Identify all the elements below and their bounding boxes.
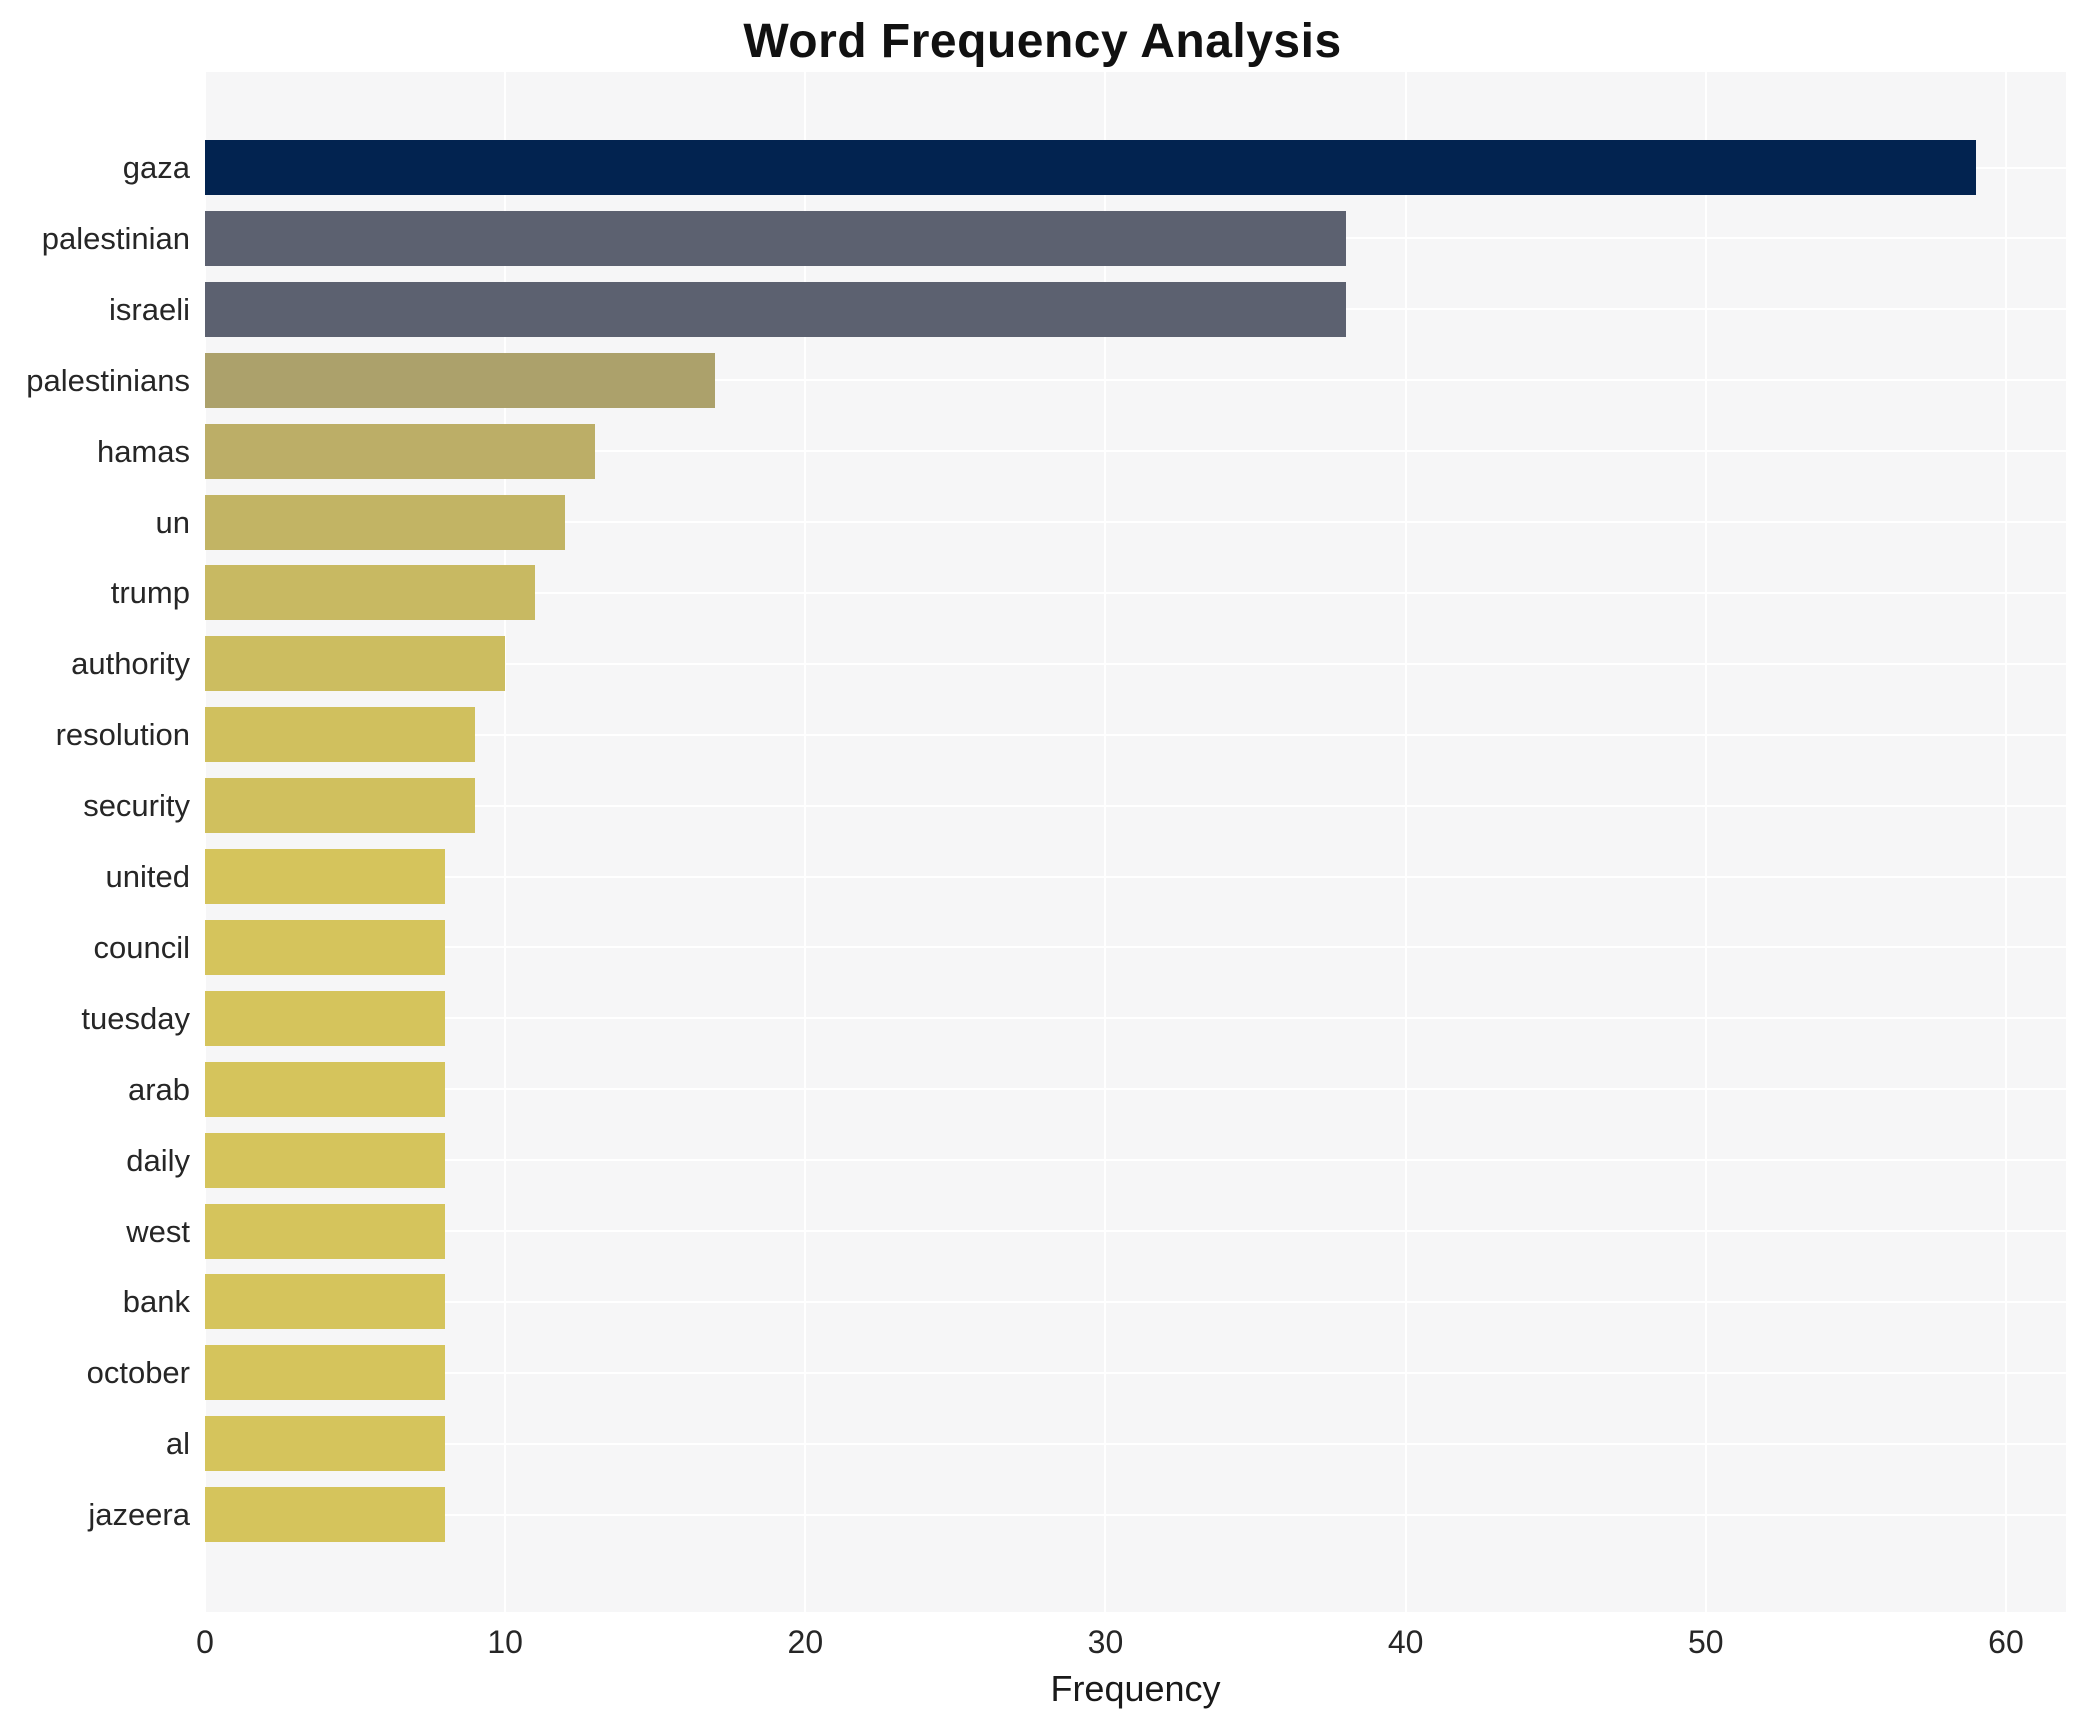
bar-palestinian [205,210,1346,266]
bar-palestinians [205,352,716,408]
bar-gaza [205,140,1976,195]
bar-tuesday [205,990,446,1046]
bar-authority [205,636,506,692]
vertical-gridline [804,72,807,1612]
x-tick-label-30: 30 [1087,1624,1124,1660]
horizontal-gridline [205,521,2066,523]
y-tick-label-october: october [86,1355,190,1391]
vertical-gridline [1704,72,1707,1612]
bar-un [205,494,566,550]
vertical-gridline [504,72,507,1612]
bar-arab [205,1061,446,1117]
x-axis-label: Frequency [1050,1668,1221,1709]
bar-al [205,1416,446,1472]
y-tick-label-tuesday: tuesday [81,1000,190,1036]
x-tick-label-20: 20 [787,1624,824,1660]
horizontal-gridline [205,1230,2066,1232]
y-tick-label-security: security [83,788,190,824]
bar-united [205,849,446,904]
bar-security [205,778,476,834]
horizontal-gridline [205,379,2066,382]
y-tick-label-trump: trump [110,575,190,611]
horizontal-gridline [205,450,2066,453]
bar-council [205,919,446,975]
bar-jazeera [205,1487,446,1543]
bar-israeli [205,281,1346,337]
horizontal-gridline [205,1513,2066,1516]
vertical-gridline [1104,72,1107,1612]
x-tick-label-0: 0 [196,1624,214,1660]
horizontal-gridline [205,662,2066,665]
y-tick-label-hamas: hamas [96,433,190,469]
horizontal-gridline [205,733,2066,736]
bar-west [205,1203,446,1259]
y-tick-label-west: west [126,1213,190,1249]
y-tick-label-al: al [165,1426,190,1462]
chart-title: Word Frequency Analysis [743,15,1342,68]
y-tick-label-daily: daily [126,1142,190,1178]
x-tick-label-10: 10 [487,1624,523,1660]
bar-resolution [205,707,476,763]
x-tick-label-40: 40 [1387,1624,1424,1660]
y-tick-label-un: un [155,504,190,540]
x-tick-label-60: 60 [1988,1624,2024,1660]
y-tick-label-bank: bank [122,1284,190,1320]
y-tick-label-palestinians: palestinians [26,362,190,398]
horizontal-gridline [205,875,2066,878]
vertical-gridline [1404,72,1407,1612]
bar-trump [205,565,536,621]
horizontal-gridline [205,804,2066,807]
bar-bank [205,1274,446,1330]
horizontal-gridline [205,1017,2066,1020]
bar-october [205,1345,446,1401]
y-tick-label-authority: authority [71,646,190,682]
horizontal-gridline [205,1088,2066,1091]
y-tick-label-jazeera: jazeera [88,1497,190,1533]
x-tick-label-50: 50 [1688,1624,1724,1660]
horizontal-gridline [205,1442,2066,1445]
y-tick-label-resolution: resolution [55,717,190,753]
y-tick-label-palestinian: palestinian [41,220,190,256]
y-tick-label-israeli: israeli [109,291,190,327]
vertical-gridline [2004,72,2007,1612]
y-tick-label-arab: arab [127,1071,190,1107]
horizontal-gridline [205,591,2066,594]
y-tick-label-gaza: gaza [122,150,190,185]
horizontal-gridline [205,946,2066,949]
plot-area [204,72,2066,1612]
bar-daily [205,1132,446,1188]
horizontal-gridline [205,1300,2066,1303]
bar-hamas [205,423,596,479]
y-tick-label-united: united [105,859,190,894]
horizontal-gridline [205,1159,2066,1162]
y-tick-label-council: council [93,929,191,965]
vertical-gridline [204,72,206,1612]
horizontal-gridline [205,1371,2066,1374]
